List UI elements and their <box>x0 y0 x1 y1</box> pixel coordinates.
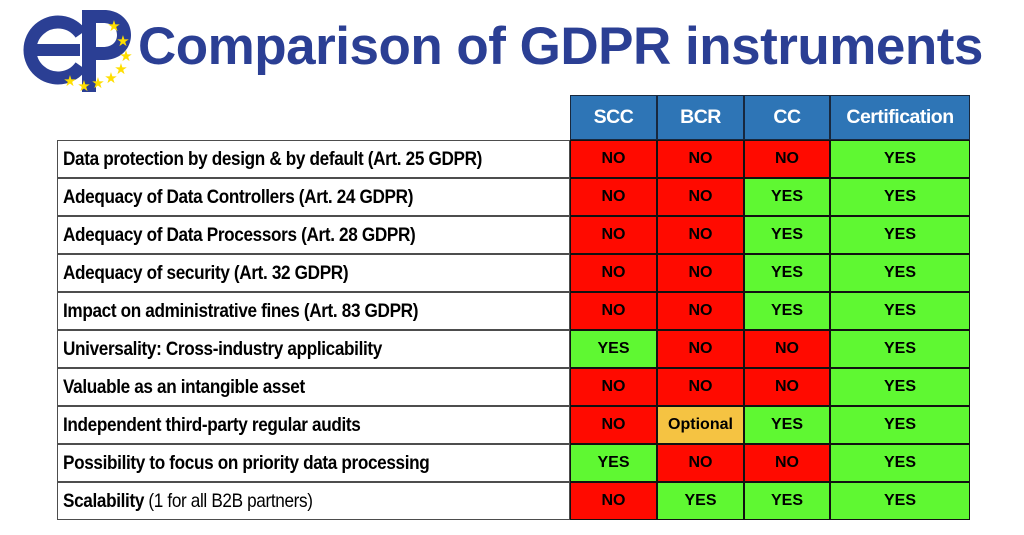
value-cell-yes: YES <box>570 444 657 482</box>
row-label-text: Impact on administrative fines (Art. 83 … <box>63 299 419 322</box>
value-cell-no: NO <box>657 254 744 292</box>
value-cell-yes: YES <box>744 482 830 520</box>
row-label: Scalability (1 for all B2B partners) <box>57 482 570 520</box>
value-cell-no: NO <box>744 140 830 178</box>
value-cell-no: NO <box>744 330 830 368</box>
value-cell-no: NO <box>570 254 657 292</box>
value-cell-yes: YES <box>570 330 657 368</box>
column-header-cc: CC <box>744 95 830 140</box>
value-cell-no: NO <box>657 140 744 178</box>
page-title: Comparison of GDPR instruments <box>138 17 983 76</box>
value-cell-no: NO <box>657 292 744 330</box>
row-label-text: Data protection by design & by default (… <box>63 147 482 170</box>
gdpr-comparison-table: SCC BCR CC Certification Data protection by … <box>57 95 970 520</box>
svg-text:★: ★ <box>63 73 76 90</box>
row-label: Valuable as an intangible asset <box>57 368 570 406</box>
svg-text:★: ★ <box>107 18 120 35</box>
value-cell-no: NO <box>657 368 744 406</box>
row-label-text: Adequacy of Data Processors (Art. 28 GDP… <box>63 223 416 246</box>
row-label: Universality: Cross-industry applicabili… <box>57 330 570 368</box>
value-cell-yes: YES <box>830 482 970 520</box>
column-header-scc: SCC <box>570 95 657 140</box>
letter-e <box>23 15 87 85</box>
row-label: Possibility to focus on priority data pr… <box>57 444 570 482</box>
value-cell-no: NO <box>570 368 657 406</box>
value-cell-yes: YES <box>830 330 970 368</box>
svg-text:★: ★ <box>114 61 127 78</box>
row-label: Independent third-party regular audits <box>57 406 570 444</box>
svg-text:★: ★ <box>116 33 129 50</box>
europrivacy-logo: ★ ★ ★ ★ ★ ★ ★ ★ <box>18 4 138 98</box>
value-cell-yes: YES <box>830 292 970 330</box>
value-cell-yes: YES <box>657 482 744 520</box>
row-label-text: Independent third-party regular audits <box>63 413 361 436</box>
value-cell-yes: YES <box>744 178 830 216</box>
value-cell-no: NO <box>657 216 744 254</box>
row-label-text: Possibility to focus on priority data pr… <box>63 451 430 474</box>
column-header-certification: Certification <box>830 95 970 140</box>
row-label-text: Adequacy of security (Art. 32 GDPR) <box>63 261 349 284</box>
value-cell-yes: YES <box>830 178 970 216</box>
value-cell-no: NO <box>570 482 657 520</box>
value-cell-yes: YES <box>744 406 830 444</box>
logo-ep-monogram: ★ ★ ★ ★ ★ ★ ★ ★ <box>23 10 133 95</box>
value-cell-no: NO <box>657 444 744 482</box>
value-cell-yes: YES <box>744 292 830 330</box>
row-label: Adequacy of security (Art. 32 GDPR) <box>57 254 570 292</box>
table-corner-spacer <box>57 95 570 140</box>
value-cell-yes: YES <box>830 216 970 254</box>
row-label: Impact on administrative fines (Art. 83 … <box>57 292 570 330</box>
row-label-text: Scalability <box>63 489 145 512</box>
letter-p <box>82 10 131 92</box>
svg-text:★: ★ <box>91 75 104 92</box>
row-label-text: Adequacy of Data Controllers (Art. 24 GD… <box>63 185 414 208</box>
value-cell-optional: Optional <box>657 406 744 444</box>
value-cell-yes: YES <box>744 254 830 292</box>
row-label-text: Valuable as an intangible asset <box>63 375 305 398</box>
star-icon: ★ ★ ★ ★ ★ ★ ★ ★ <box>63 18 132 95</box>
value-cell-no: NO <box>570 178 657 216</box>
value-cell-no: NO <box>570 406 657 444</box>
value-cell-no: NO <box>570 292 657 330</box>
svg-text:★: ★ <box>119 48 132 65</box>
value-cell-no: NO <box>657 330 744 368</box>
value-cell-no: NO <box>657 178 744 216</box>
row-label: Adequacy of Data Processors (Art. 28 GDP… <box>57 216 570 254</box>
value-cell-yes: YES <box>830 406 970 444</box>
row-label-note: (1 for all B2B partners) <box>144 489 313 512</box>
svg-text:★: ★ <box>77 78 90 95</box>
value-cell-no: NO <box>744 368 830 406</box>
value-cell-no: NO <box>570 140 657 178</box>
value-cell-yes: YES <box>830 444 970 482</box>
column-header-bcr: BCR <box>657 95 744 140</box>
row-label-text: Universality: Cross-industry applicabili… <box>63 337 382 360</box>
row-label: Adequacy of Data Controllers (Art. 24 GD… <box>57 178 570 216</box>
value-cell-yes: YES <box>830 368 970 406</box>
row-label: Data protection by design & by default (… <box>57 140 570 178</box>
value-cell-yes: YES <box>830 140 970 178</box>
value-cell-yes: YES <box>830 254 970 292</box>
value-cell-no: NO <box>744 444 830 482</box>
value-cell-yes: YES <box>744 216 830 254</box>
svg-text:★: ★ <box>104 70 117 87</box>
value-cell-no: NO <box>570 216 657 254</box>
